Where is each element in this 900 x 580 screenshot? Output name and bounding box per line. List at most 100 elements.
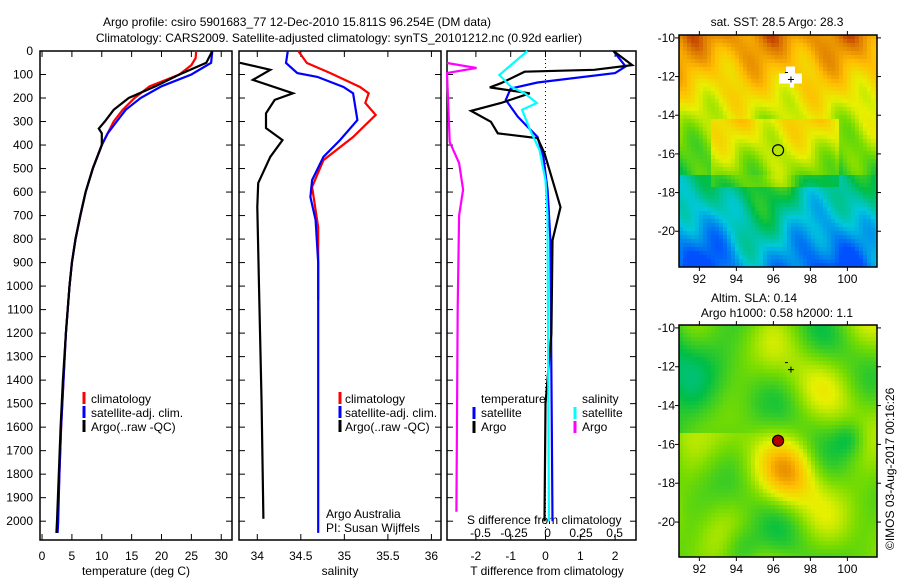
series-line-climatology [297, 50, 378, 301]
sla-map-title: Altim. SLA: 0.14 [711, 291, 797, 305]
y-tick-label: 500 [13, 162, 33, 176]
y-tick-label: 900 [13, 256, 33, 270]
profile-location-marker [771, 144, 785, 157]
temperature-axes-box [39, 50, 233, 541]
y-tick-label: 1500 [6, 397, 33, 411]
x-tick-label: -1 [505, 549, 516, 563]
salinity-panel: 34 34.5 35 35.5 36 [238, 50, 442, 563]
lon-tick-label: 96 [767, 562, 781, 576]
sst-map-axes: 92 94 96 98 100 -10 -12 -14 -16 -18 -20 [658, 31, 881, 286]
sla-map-axes: 92 94 96 98 100 -10 -12 -14 -16 -18 -20 [658, 321, 881, 576]
series-line-satellite-adj-clim- [284, 50, 359, 533]
difference-panel: -2 -1 0 1 2 -0.5 -0.25 0 0.25 0.5 [445, 50, 637, 563]
lat-tick-label: -10 [658, 31, 676, 45]
s-tick-label: 0.25 [569, 526, 593, 540]
series-line-t-satellite [504, 50, 628, 522]
sst-map-title: sat. SST: 28.5 Argo: 28.3 [711, 15, 844, 29]
lat-tick-label: -20 [658, 224, 676, 238]
x-tick-label: 30 [215, 549, 229, 563]
title-line2: Climatology: CARS2009. Satellite-adjuste… [96, 31, 582, 45]
salinity-axes-box [238, 50, 442, 541]
lat-tick-label: -20 [658, 515, 676, 529]
legend-label-s-argo: Argo [582, 420, 608, 434]
y-tick-label: 700 [13, 209, 33, 223]
x-tick-label: 35.5 [376, 549, 400, 563]
y-tick-label: 1300 [6, 350, 33, 364]
x-tick-label: 25 [185, 549, 199, 563]
previous-profile-marker [784, 362, 794, 373]
lon-tick-label: 92 [693, 272, 707, 286]
annotation-pi: PI: Susan Wijffels [326, 521, 420, 535]
lat-tick-label: -12 [658, 360, 676, 374]
x-tick-label: 2 [612, 549, 619, 563]
y-tick-label: 1700 [6, 444, 33, 458]
lat-tick-label: -14 [658, 399, 676, 413]
x-tick-label: 0 [542, 549, 549, 563]
lon-tick-label: 98 [804, 272, 818, 286]
x-tick-label: -2 [471, 549, 482, 563]
s-tick-label: -0.25 [500, 526, 528, 540]
legend-label-s-satellite: satellite [582, 406, 623, 420]
y-tick-label: 800 [13, 232, 33, 246]
salinity-legend: climatology satellite-adj. clim. Argo(..… [338, 392, 437, 434]
x-tick-label: 35 [338, 549, 352, 563]
previous-profile-marker [784, 71, 794, 83]
x-tick-label: 10 [95, 549, 109, 563]
lat-tick-label: -12 [658, 70, 676, 84]
y-tick-label: 300 [13, 115, 33, 129]
s-tick-label: 0.5 [606, 526, 623, 540]
lon-tick-label: 96 [767, 272, 781, 286]
lon-tick-label: 98 [804, 562, 818, 576]
series-line-s-argo [445, 61, 477, 512]
series-line-satellite-adj-clim- [56, 50, 214, 533]
series-line-t-argo [468, 50, 636, 522]
sla-map-subtitle: Argo h1000: 0.58 h2000: 1.1 [701, 306, 853, 320]
series-line-climatology [55, 50, 198, 533]
legend-label-argo: Argo(..raw -QC) [91, 420, 176, 434]
x-tick-label: 34 [251, 549, 265, 563]
y-tick-label: 1400 [6, 373, 33, 387]
y-tick-label: 1000 [6, 279, 33, 293]
x-tick-label: 1 [577, 549, 584, 563]
x-tick-label: 5 [69, 549, 76, 563]
y-tick-label: 400 [13, 138, 33, 152]
temperature-xlabel: temperature (deg C) [82, 564, 190, 578]
lon-tick-label: 100 [837, 562, 857, 576]
y-tick-label: 200 [13, 91, 33, 105]
sst-heatmap [679, 35, 877, 267]
lat-tick-label: -16 [658, 437, 676, 451]
y-tick-label: 1600 [6, 420, 33, 434]
series-line-argo-raw-qc- [55, 50, 214, 533]
temperature-panel: 0100200300400500600700800900100011001200… [6, 44, 233, 563]
y-tick-label: 1200 [6, 326, 33, 340]
map-frame [678, 324, 878, 558]
series-line-s-satellite [497, 50, 551, 522]
difference-axes-box [446, 50, 637, 541]
y-tick-label: 600 [13, 185, 33, 199]
tdiff-xlabel: T difference from climatology [470, 564, 624, 578]
temperature-legend: climatology satellite-adj. clim. Argo(..… [82, 392, 183, 434]
copyright-label: ©IMOS 03-Aug-2017 00:16:26 [883, 387, 897, 550]
legend-heading-temperature: temperature [481, 392, 546, 406]
map-frame [678, 34, 878, 268]
legend-label-satellite: satellite-adj. clim. [91, 406, 183, 420]
lat-tick-label: -16 [658, 147, 676, 161]
x-tick-label: 20 [155, 549, 169, 563]
x-tick-label: 36 [425, 549, 439, 563]
legend-label-satellite: satellite-adj. clim. [345, 406, 437, 420]
y-tick-label: 100 [13, 68, 33, 82]
annotation-argo-australia: Argo Australia [326, 507, 401, 521]
x-tick-label: 34.5 [289, 549, 313, 563]
legend-label-t-satellite: satellite [481, 406, 522, 420]
lat-tick-label: -14 [658, 108, 676, 122]
lat-tick-label: -18 [658, 186, 676, 200]
y-tick-label: 0 [26, 44, 33, 58]
salinity-xlabel: salinity [322, 564, 359, 578]
title-line1: Argo profile: csiro 5901683_77 12-Dec-20… [103, 15, 491, 29]
profile-location-marker [771, 434, 785, 447]
difference-legend: temperature salinity satellite Argo sate… [472, 392, 623, 434]
y-tick-label: 1900 [6, 491, 33, 505]
lat-tick-label: -18 [658, 476, 676, 490]
lon-tick-label: 92 [693, 562, 707, 576]
x-tick-label: 15 [125, 549, 139, 563]
